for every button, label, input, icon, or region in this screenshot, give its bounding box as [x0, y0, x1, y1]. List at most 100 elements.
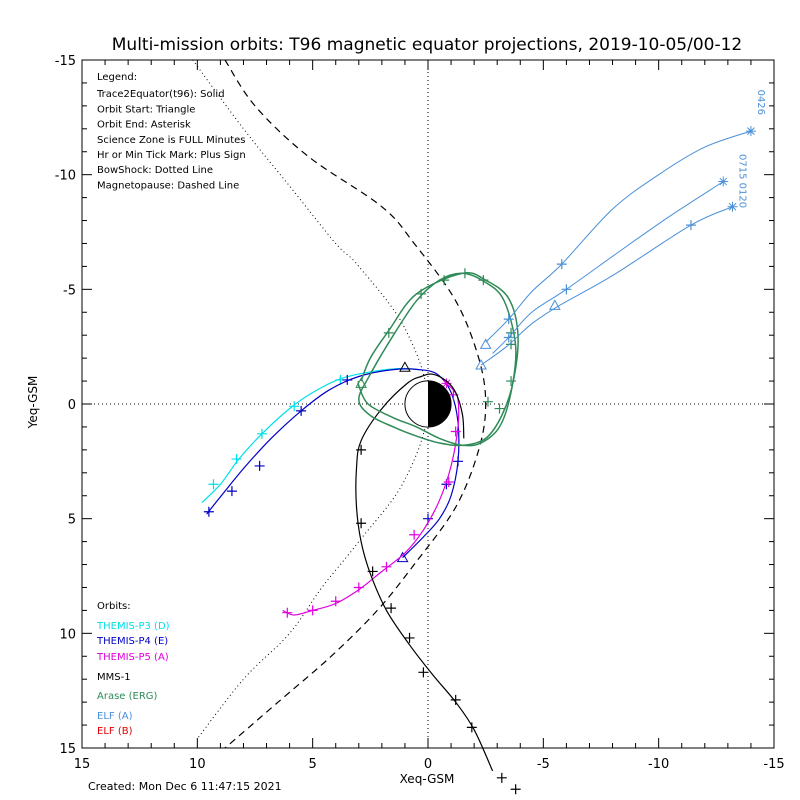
- elf-a-tick-mark: [556, 259, 567, 270]
- orbit-list-entry: THEMIS-P3 (D): [96, 621, 170, 632]
- y-tick-label: -5: [63, 283, 76, 298]
- arase-erg-start-triangle: [355, 377, 367, 388]
- themis-p5-a-tick-mark: [381, 561, 392, 572]
- science-zone-label: 0715 0120: [736, 154, 747, 208]
- orbit-list-entry: THEMIS-P4 (E): [96, 636, 168, 647]
- y-tick-label: 5: [68, 513, 76, 528]
- arase-erg-tick-mark: [506, 327, 517, 338]
- arase-erg-tick-mark: [459, 268, 470, 279]
- themis-p3-d-tick-mark: [289, 401, 300, 412]
- x-tick-label: -5: [537, 757, 550, 772]
- legend-entry: Trace2Equator(t96): Solid: [96, 89, 225, 100]
- legend-entry: Orbit End: Asterisk: [97, 120, 191, 131]
- themis-p3-d-tick-mark: [208, 479, 219, 490]
- x-tick-label: 10: [189, 757, 206, 772]
- arase-erg-tick-mark: [383, 327, 394, 338]
- legend-entry: Science Zone is FULL Minutes: [97, 135, 246, 146]
- mms-1-tick-mark: [466, 722, 477, 733]
- y-tick-label: 0: [68, 398, 76, 413]
- arase-erg-tick-mark: [506, 339, 517, 350]
- elf-a-tick-mark: [503, 314, 514, 325]
- elf-a-start-triangle: [549, 299, 561, 310]
- themis-p4-e-tick-mark: [203, 506, 214, 517]
- arase-erg-tick-mark: [482, 396, 493, 407]
- arase-erg-trace: [357, 272, 519, 447]
- orbits: 0426 0715 0120: [201, 90, 766, 795]
- orbit-arase-erg: [355, 268, 519, 447]
- elf-a-start-triangle: [475, 358, 487, 370]
- legend: Legend: Trace2Equator(t96): Solid Orbit St…: [96, 72, 246, 191]
- themis-p4-e-tick-mark: [342, 374, 353, 385]
- arase-erg-tick-mark: [439, 275, 450, 286]
- y-tick-label: 15: [59, 742, 76, 757]
- themis-p4-e-tick-mark: [452, 456, 463, 467]
- themis-p5-a-tick-mark: [282, 607, 293, 618]
- x-tick-label: -10: [648, 757, 669, 772]
- earth: [404, 380, 452, 428]
- elf-a-tick-mark: [685, 220, 696, 231]
- arase-erg-tick-mark: [506, 376, 517, 387]
- themis-p5-a-tick-mark: [443, 476, 454, 487]
- elf-a-trace: [485, 130, 752, 343]
- legend-heading: Legend:: [97, 72, 137, 83]
- orbit-list-entry: MMS-1: [97, 672, 131, 683]
- orbit-list: Orbits: THEMIS-P3 (D) THEMIS-P4 (E) THEMIS-…: [96, 601, 170, 737]
- legend-entry: BowShock: Dotted Line: [97, 165, 213, 176]
- boundaries: [192, 60, 487, 748]
- mms-1-tick-mark: [356, 518, 367, 529]
- bowshock-line: [192, 60, 429, 740]
- orbit-list-entry: Arase (ERG): [97, 691, 158, 702]
- y-tick-label: -15: [55, 54, 76, 69]
- arase-erg-tick-mark: [494, 403, 505, 414]
- x-tick-label: 15: [74, 757, 91, 772]
- x-axis-label: Xeq-GSM: [400, 772, 455, 786]
- mms-1-tick-mark: [510, 784, 521, 795]
- orbits-heading: Orbits:: [97, 601, 131, 612]
- earth-nightside: [428, 380, 452, 428]
- themis-p5-a-tick-mark: [307, 605, 318, 616]
- y-tick-label: -10: [55, 169, 76, 184]
- mms-1-start-triangle: [399, 361, 411, 372]
- themis-p5-a-tick-mark: [330, 596, 341, 607]
- mms-1-tick-mark: [450, 694, 461, 705]
- elf-a-end-asterisk: [718, 176, 729, 187]
- orbit-list-entry: ELF (A): [97, 711, 133, 722]
- mms-1-tick-mark: [404, 632, 415, 643]
- mms-1-trace: [355, 373, 494, 772]
- themis-p5-a-end-asterisk: [441, 378, 452, 389]
- themis-p3-d-trace: [201, 367, 419, 504]
- mms-1-tick-mark: [496, 772, 507, 783]
- legend-entry: Hr or Min Tick Mark: Plus Sign: [97, 150, 246, 161]
- themis-p3-d-tick-mark: [256, 428, 267, 439]
- orbit-themis-p4-e: [203, 368, 463, 563]
- science-zone-label: 0426: [755, 90, 766, 115]
- legend-entry: Magnetopause: Dashed Line: [97, 180, 239, 191]
- y-axis-label: Yeq-GSM: [26, 376, 40, 430]
- orbit-themis-p5-a: [282, 378, 461, 618]
- orbit-list-entry: ELF (B): [97, 726, 133, 737]
- magnetopause-line: [224, 60, 487, 748]
- created-timestamp: Created: Mon Dec 6 11:47:15 2021: [88, 780, 282, 793]
- x-tick-label: 5: [309, 757, 317, 772]
- orbit-themis-p3-d: [201, 367, 419, 504]
- themis-p4-e-tick-mark: [296, 405, 307, 416]
- orbit-mms-1: [355, 361, 521, 795]
- legend-entry: Orbit Start: Triangle: [97, 104, 195, 115]
- elf-a-start-triangle: [479, 338, 492, 349]
- orbit-elf-a: [475, 126, 756, 370]
- mms-1-tick-mark: [386, 603, 397, 614]
- arase-erg-tick-mark: [416, 288, 427, 299]
- orbit-list-entry: THEMIS-P5 (A): [96, 652, 169, 663]
- arase-erg-tick-mark: [478, 275, 489, 286]
- themis-p5-a-tick-mark: [450, 426, 461, 437]
- elf-a-tick-mark: [503, 332, 514, 343]
- x-tick-label: -15: [763, 757, 784, 772]
- themis-p5-a-tick-mark: [353, 582, 364, 593]
- themis-p4-e-trace: [206, 368, 460, 559]
- elf-a-end-asterisk: [727, 201, 738, 212]
- mms-1-tick-mark: [367, 566, 378, 577]
- themis-p3-d-tick-mark: [231, 454, 242, 465]
- elf-a-tick-mark: [561, 284, 572, 295]
